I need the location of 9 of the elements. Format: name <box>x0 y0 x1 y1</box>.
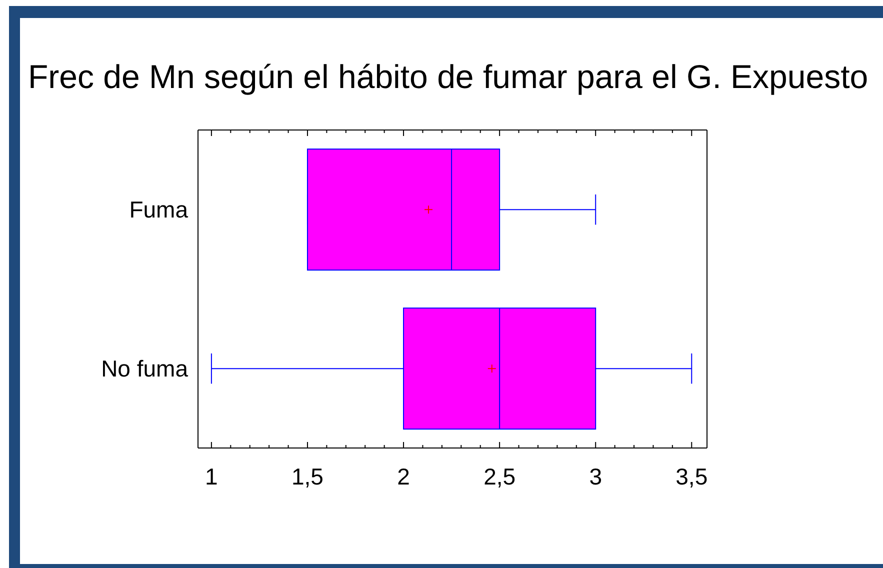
x-tick-label: 3,5 <box>676 463 708 490</box>
y-tick-label: Fuma <box>129 196 188 223</box>
chart-title: Frec de Mn según el hábito de fumar para el G. Expuesto <box>28 57 868 97</box>
x-tick-label: 2 <box>397 463 410 490</box>
x-tick-label: 1 <box>205 463 218 490</box>
x-tick-label: 3 <box>589 463 602 490</box>
y-tick-label: No fuma <box>101 356 188 382</box>
x-tick-label: 1,5 <box>291 463 324 490</box>
x-tick-label: 2,5 <box>484 463 516 490</box>
